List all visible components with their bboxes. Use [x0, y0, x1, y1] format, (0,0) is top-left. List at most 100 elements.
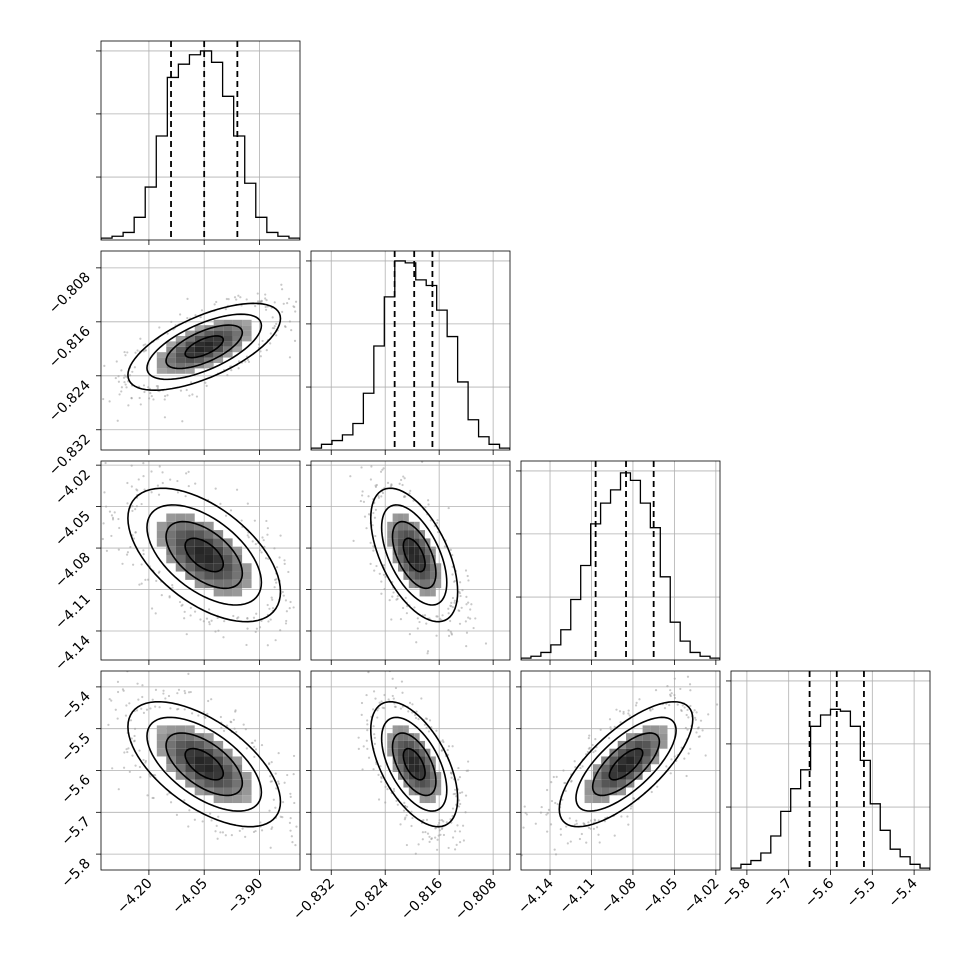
scatter-point [588, 734, 591, 737]
density-cell [414, 756, 420, 765]
density-cell [419, 571, 426, 580]
scatter-point [155, 579, 158, 582]
density-cell [175, 346, 186, 353]
scatter-point [416, 617, 419, 620]
density-cell [232, 546, 243, 555]
density-cell [204, 357, 214, 363]
density-cell [609, 764, 618, 772]
scatter-point [599, 728, 602, 731]
scatter-point [287, 570, 290, 574]
scatter-point [224, 834, 227, 837]
density-cell [185, 764, 195, 772]
panel-2-0 [96, 460, 318, 665]
density-cell [425, 787, 431, 796]
density-cell [175, 368, 186, 374]
density-cell [398, 513, 404, 522]
contour-line-2 [146, 313, 263, 381]
scatter-point [114, 376, 117, 380]
scatter-point [622, 712, 625, 715]
density-cell [403, 748, 409, 757]
scatter-point [260, 829, 264, 832]
scatter-point [429, 519, 432, 522]
scatter-point [261, 536, 264, 539]
scatter-point [407, 710, 410, 713]
density-cell [609, 771, 618, 780]
density-cell [204, 771, 214, 780]
density-cell [232, 335, 243, 342]
density-cell [175, 725, 186, 734]
density-cell [175, 733, 186, 741]
scatter-point [186, 316, 189, 320]
density-cell [185, 330, 195, 336]
scatter-point [124, 383, 127, 386]
scatter-point [131, 370, 134, 373]
density-cell [392, 554, 399, 564]
density-cell [626, 733, 635, 741]
density-cell [419, 748, 426, 757]
scatter-point [398, 482, 401, 485]
scatter-point [288, 606, 291, 610]
scatter-point [183, 799, 186, 802]
density-cell [414, 563, 420, 572]
scatter-point [181, 420, 184, 423]
scatter-point [101, 537, 104, 541]
scatter-point [549, 823, 553, 826]
scatter-point [254, 630, 257, 634]
density-cell [194, 779, 205, 788]
scatter-point [474, 617, 477, 620]
density-cell [232, 795, 243, 804]
scatter-point [270, 596, 273, 599]
density-cell [425, 538, 431, 547]
scatter-point [472, 626, 475, 630]
scatter-point [175, 813, 179, 816]
scatter-point [193, 610, 197, 613]
scatter-point [598, 841, 601, 844]
scatter-point [235, 298, 238, 301]
scatter-point [121, 562, 124, 565]
panel-1-1 [306, 250, 511, 455]
scatter-point [183, 708, 186, 711]
panel-3-2 [516, 670, 721, 875]
scatter-point [190, 381, 193, 384]
density-cell [175, 513, 186, 522]
scatter-point [370, 418, 372, 420]
density-cell [609, 756, 618, 765]
scatter-point [414, 716, 418, 720]
scatter-point [388, 599, 391, 602]
x-tick-label: −4.05 [169, 876, 211, 918]
scatter-point [378, 572, 381, 575]
scatter-point [120, 390, 123, 393]
scatter-point [268, 607, 271, 610]
scatter-point [316, 620, 318, 622]
scatter-point [593, 819, 597, 822]
density-cell [592, 787, 602, 796]
density-cell [166, 530, 176, 539]
density-cell [392, 740, 399, 749]
histogram-2 [521, 472, 720, 660]
scatter-point [162, 689, 165, 692]
scatter-point [103, 491, 106, 494]
density-cell [425, 554, 431, 564]
scatter-point [422, 819, 425, 822]
density-cells [156, 319, 252, 374]
scatter-point [286, 302, 289, 305]
scatter-point [374, 508, 377, 511]
scatter-point [523, 805, 526, 808]
scatter-point [424, 506, 427, 509]
scatter-point [391, 677, 394, 680]
density-cell [414, 571, 420, 580]
scatter-point [210, 619, 213, 622]
density-cell [430, 771, 436, 780]
scatter-point [411, 816, 414, 820]
scatter-point [181, 603, 184, 606]
density-cell [213, 346, 224, 353]
scatter-point [116, 717, 119, 720]
scatter-point [273, 301, 276, 304]
y-tick-label: −0.816 [46, 323, 94, 371]
scatter-point [445, 821, 448, 824]
density-cell [232, 325, 243, 331]
density-cell [650, 733, 660, 741]
scatter-point [365, 739, 368, 742]
scatter-point [378, 701, 381, 704]
scatter-point [253, 745, 256, 748]
